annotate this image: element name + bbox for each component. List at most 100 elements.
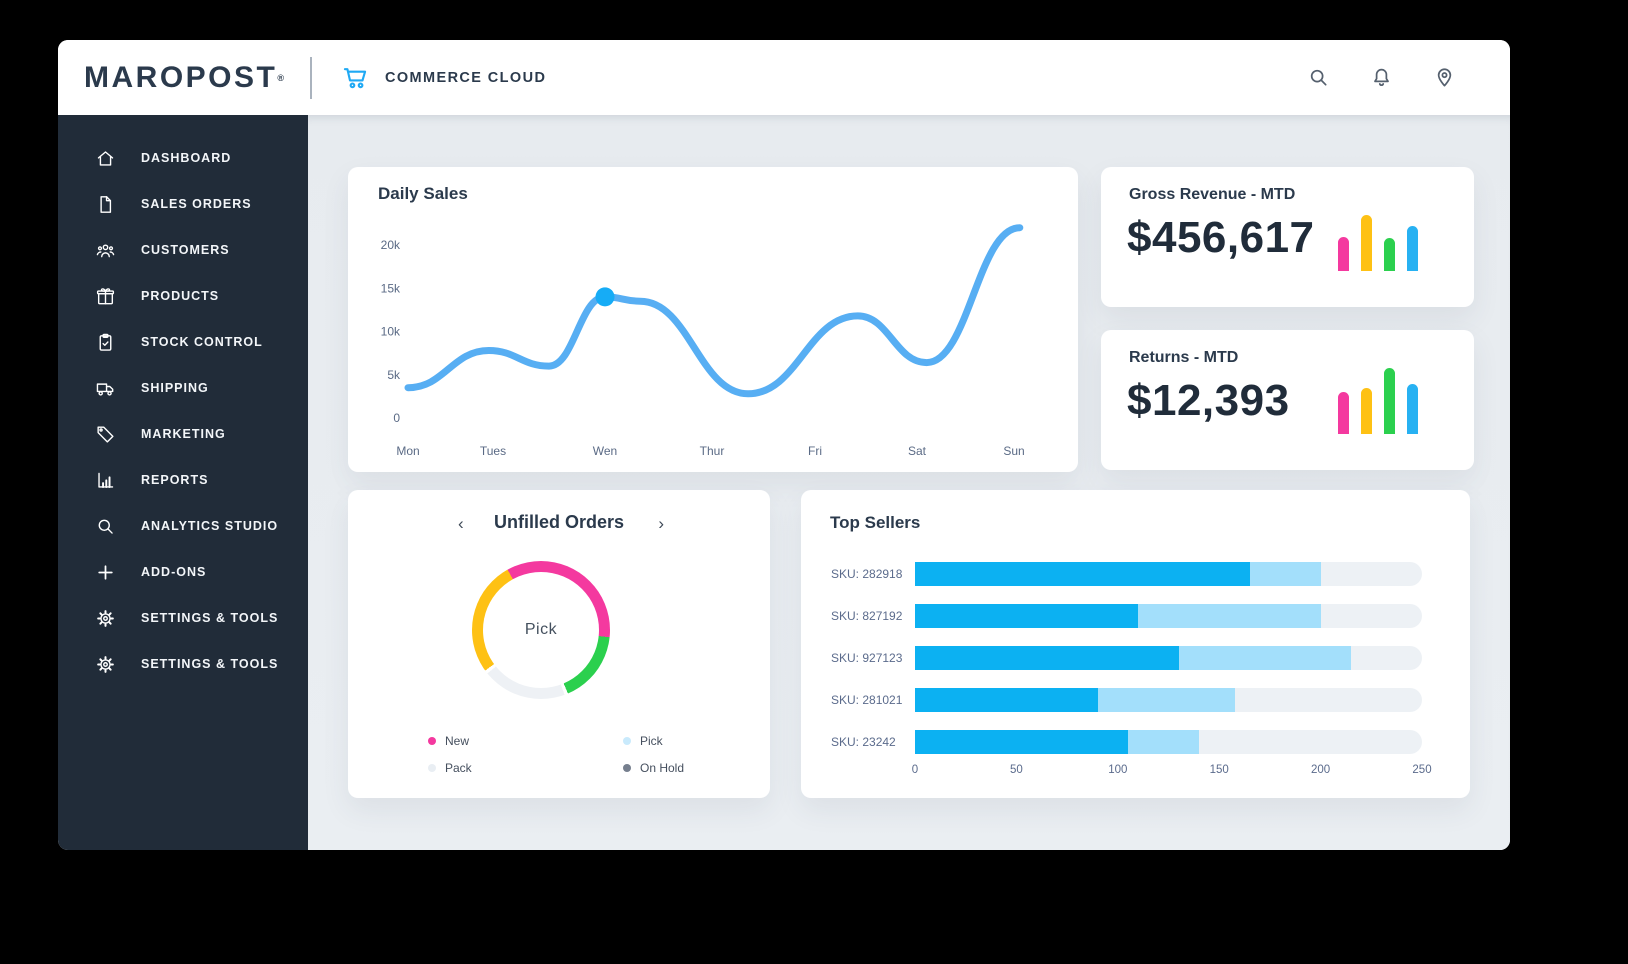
x-axis-tick: 0 [911,764,919,776]
legend-item-on-hold: On Hold [623,761,684,775]
returns-card: Returns - MTD $12,393 [1101,330,1474,470]
sidebar-item-customers[interactable]: CUSTOMERS [58,227,308,273]
top-seller-row: SKU: 927123 [831,646,1422,670]
axis-tick-label: Sun [1003,444,1024,458]
legend-label: Pick [640,734,663,748]
legend-item-pack: Pack [428,761,623,775]
bar-track [915,646,1422,670]
sidebar-item-label: PRODUCTS [141,289,220,303]
gear-icon [94,608,116,629]
sidebar-item-sales-orders[interactable]: SALES ORDERS [58,181,308,227]
sidebar-item-label: SALES ORDERS [141,197,252,211]
top-sellers-card: Top Sellers SKU: 282918 SKU: 827192 SKU: 9… [801,490,1470,798]
app-window: MAROPOST® COMMERCE CLOUD [58,40,1510,850]
x-axis-tick: 150 [1209,764,1229,776]
bar-primary-segment [915,688,1098,712]
sidebar-item-marketing[interactable]: MARKETING [58,411,308,457]
legend-label: Pack [445,761,472,775]
plus-icon [94,562,116,583]
sparkline-bar [1407,226,1418,271]
axis-tick-label: 10k [381,325,401,339]
gross-revenue-card: Gross Revenue - MTD $456,617 [1101,167,1474,307]
x-axis-tick: 250 [1412,764,1432,776]
sidebar-item-products[interactable]: PRODUCTS [58,273,308,319]
axis-tick-label: Fri [808,444,822,458]
sidebar-item-add-ons[interactable]: ADD-ONS [58,549,308,595]
x-axis-tick: 100 [1108,764,1128,776]
unfilled-orders-donut-chart: Pick [472,561,610,699]
returns-value: $12,393 [1127,376,1290,425]
truck-icon [94,378,116,399]
sidebar-item-label: SETTINGS & TOOLS [141,657,279,671]
sku-label: SKU: 23242 [831,735,896,749]
legend-dot [623,737,631,745]
sidebar-item-label: REPORTS [141,473,209,487]
sidebar-item-reports[interactable]: REPORTS [58,457,308,503]
tag-icon [94,424,116,445]
sidebar-item-label: ADD-ONS [141,565,207,579]
location-pin-icon[interactable] [1433,66,1456,89]
sidebar-item-shipping[interactable]: SHIPPING [58,365,308,411]
gross-revenue-sparkline [1338,215,1418,271]
search-icon[interactable] [1307,66,1330,89]
clipboard-check-icon [94,332,116,353]
legend-dot [623,764,631,772]
unfilled-orders-title: Unfilled Orders [493,512,625,532]
sidebar-item-label: ANALYTICS STUDIO [141,519,279,533]
maropost-logo: MAROPOST® [84,60,284,94]
bar-chart-icon [94,470,116,491]
x-axis-tick: 50 [1009,764,1023,776]
sidebar-item-settings-tools[interactable]: SETTINGS & TOOLS [58,595,308,641]
highlight-dot[interactable] [595,287,615,307]
gift-icon [94,286,116,307]
sidebar-item-stock-control[interactable]: STOCK CONTROL [58,319,308,365]
main-content: Daily Sales 20k 15k 10k 5k 0 Mon Tues Wen Thur Fr… [308,115,1510,850]
returns-title: Returns - MTD [1129,349,1239,366]
sidebar-item-analytics-studio[interactable]: ANALYTICS STUDIO [58,503,308,549]
sparkline-bar [1361,388,1372,434]
sidebar-item-dashboard[interactable]: DASHBOARD [58,135,308,181]
bar-primary-segment [915,646,1179,670]
previous-chevron-icon[interactable]: ‹ [458,514,464,533]
legend-item-new: New [428,734,623,748]
bar-track [915,730,1422,754]
bar-primary-segment [915,604,1139,628]
home-icon [94,148,116,169]
sku-label: SKU: 827192 [831,609,903,623]
sidebar-item-label: STOCK CONTROL [141,335,263,349]
document-icon [94,194,116,215]
header-actions [1307,66,1456,89]
x-axis-tick: 200 [1311,764,1331,776]
axis-tick-label: Thur [700,444,725,458]
sparkline-bar [1384,238,1395,271]
registered-mark: ® [277,72,284,83]
sidebar-item-settings-tools-2[interactable]: SETTINGS & TOOLS [58,641,308,687]
legend-dot [428,764,436,772]
bar-primary-segment [915,730,1128,754]
sku-label: SKU: 282918 [831,567,903,581]
unfilled-orders-header: ‹ Unfilled Orders › [348,512,770,540]
gear-icon [94,654,116,675]
axis-tick-label: 15k [381,281,401,295]
legend-dot [428,737,436,745]
top-seller-row: SKU: 282918 [831,562,1422,586]
sidebar-item-label: SETTINGS & TOOLS [141,611,279,625]
legend-label: On Hold [640,761,685,775]
top-seller-row: SKU: 23242 [831,730,1422,754]
top-sellers-title: Top Sellers [830,513,921,532]
legend-label: New [445,734,470,748]
sales-line [404,224,1024,398]
donut-center-label: Pick [524,621,558,638]
bell-icon[interactable] [1370,66,1393,89]
axis-tick-label: Sat [908,444,927,458]
sparkline-bar [1338,392,1349,434]
bar-track [915,604,1422,628]
axis-tick-label: Mon [396,444,419,458]
gross-revenue-title: Gross Revenue - MTD [1129,186,1296,203]
bar-primary-segment [915,562,1250,586]
bar-track [915,688,1422,712]
sparkline-bar [1361,215,1372,271]
next-chevron-icon[interactable]: › [658,514,664,533]
daily-sales-card: Daily Sales 20k 15k 10k 5k 0 Mon Tues Wen Thur Fr… [348,167,1078,472]
